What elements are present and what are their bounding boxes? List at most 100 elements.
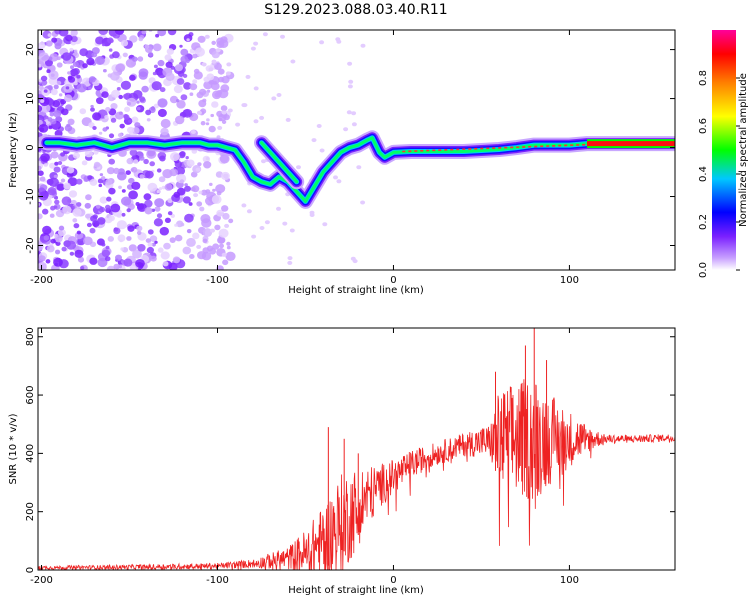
noise-speckle: [54, 235, 63, 243]
noise-speckle: [38, 165, 42, 171]
noise-speckle: [115, 254, 122, 261]
colorbar-label: Normalized spectral amplitude: [738, 73, 749, 227]
noise-speckle: [53, 257, 63, 267]
noise-speckle: [50, 205, 56, 211]
noise-speckle: [146, 118, 151, 122]
noise-speckle: [143, 193, 152, 201]
noise-speckle: [64, 94, 73, 102]
noise-speckle: [76, 202, 82, 207]
noise-speckle: [360, 43, 366, 48]
noise-speckle: [38, 105, 43, 113]
noise-speckle: [117, 171, 127, 181]
noise-speckle: [54, 161, 59, 166]
noise-speckle: [186, 38, 190, 42]
noise-speckle: [83, 236, 93, 246]
noise-speckle: [176, 187, 186, 196]
noise-speckle: [164, 217, 171, 223]
noise-speckle: [123, 93, 130, 100]
noise-speckle: [102, 127, 108, 132]
noise-speckle: [333, 175, 338, 180]
noise-speckle: [116, 87, 121, 91]
noise-speckle: [209, 182, 213, 186]
noise-speckle: [106, 265, 116, 270]
noise-speckle: [130, 168, 134, 172]
noise-speckle: [97, 257, 108, 268]
colorbar-tick-label: 0.4: [698, 166, 709, 182]
y-tick-label: 200: [25, 502, 36, 521]
noise-speckle: [40, 103, 51, 113]
noise-speckle: [173, 85, 183, 94]
noise-speckle: [198, 190, 203, 195]
noise-speckle: [151, 242, 156, 247]
noise-speckle: [50, 88, 58, 96]
noise-speckle: [182, 246, 192, 255]
noise-speckle: [137, 244, 146, 252]
noise-speckle: [128, 190, 139, 200]
noise-speckle: [87, 175, 93, 180]
noise-speckle: [109, 71, 120, 81]
snr-xlabel: Height of straight line (km): [288, 585, 424, 596]
noise-speckle: [49, 162, 56, 169]
noise-speckle: [66, 123, 71, 128]
noise-speckle: [311, 138, 317, 143]
noise-speckle: [104, 256, 111, 262]
noise-speckle: [116, 220, 127, 230]
noise-speckle: [89, 227, 96, 234]
noise-speckle: [45, 259, 51, 264]
noise-speckle: [138, 37, 144, 42]
noise-speckle: [98, 206, 106, 213]
noise-speckle: [190, 130, 196, 134]
x-tick-label: 0: [390, 275, 396, 286]
noise-speckle: [49, 213, 55, 218]
colorbar: [712, 30, 736, 270]
x-tick-label: -100: [206, 275, 229, 286]
noise-speckle: [47, 33, 52, 37]
noise-speckle: [162, 261, 169, 267]
noise-speckle: [80, 266, 85, 270]
noise-speckle: [66, 166, 75, 174]
noise-speckle: [103, 69, 107, 73]
noise-speckle: [105, 107, 111, 112]
noise-speckle: [110, 103, 118, 110]
noise-speckle: [194, 47, 205, 57]
noise-speckle: [46, 69, 51, 74]
noise-speckle: [193, 71, 203, 80]
noise-speckle: [84, 149, 93, 158]
noise-speckle: [107, 73, 113, 78]
noise-speckle: [62, 205, 72, 215]
noise-speckle: [76, 74, 81, 79]
colorbar-tick-label: 0.0: [698, 262, 709, 278]
noise-speckle: [118, 185, 122, 189]
noise-speckle: [129, 149, 138, 157]
noise-speckle: [184, 183, 188, 187]
noise-speckle: [169, 237, 176, 244]
noise-speckle: [38, 202, 41, 207]
noise-speckle: [226, 245, 231, 250]
noise-speckle: [228, 218, 234, 224]
noise-speckle: [70, 35, 78, 43]
noise-speckle: [157, 59, 165, 67]
noise-speckle: [48, 177, 59, 187]
noise-speckle: [38, 42, 46, 49]
noise-speckle: [211, 50, 220, 59]
noise-speckle: [175, 234, 183, 242]
noise-speckle: [48, 70, 59, 80]
noise-speckle: [253, 41, 259, 46]
colorbar-tick-label: 0.6: [698, 118, 709, 134]
noise-speckle: [241, 103, 247, 108]
x-tick-label: -200: [30, 275, 53, 286]
noise-speckle: [88, 76, 96, 83]
noise-speckle: [53, 110, 62, 118]
noise-speckle: [133, 159, 139, 165]
noise-speckle: [196, 110, 202, 115]
noise-speckle: [208, 67, 214, 72]
y-tick-label: 10: [25, 92, 36, 105]
noise-speckle: [52, 100, 61, 108]
noise-speckle: [165, 72, 175, 82]
noise-speckle: [131, 181, 141, 190]
noise-speckle: [123, 258, 133, 267]
spectrogram-ylabel: Frequency (Hz): [8, 112, 19, 188]
noise-speckle: [43, 163, 48, 167]
noise-speckle: [166, 48, 174, 55]
noise-speckle: [93, 161, 101, 168]
